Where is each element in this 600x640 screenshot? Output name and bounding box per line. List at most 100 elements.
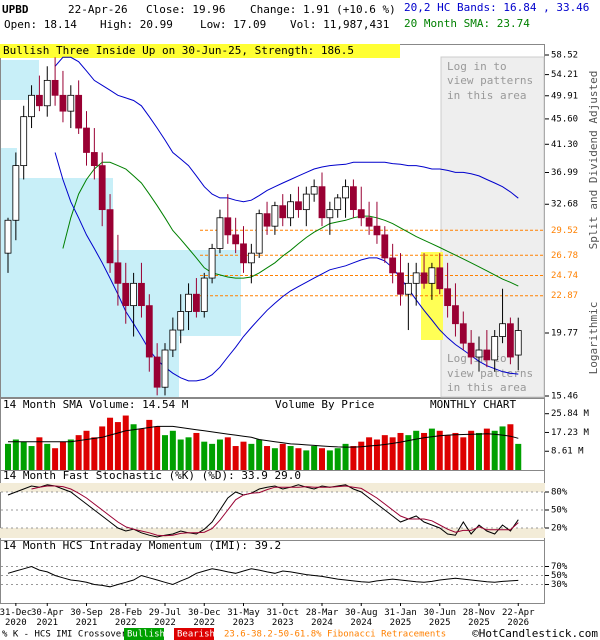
fib-label: 24.74 bbox=[551, 271, 578, 281]
volume-bar bbox=[91, 437, 98, 470]
volume-title: 14 Month SMA Volume: 14.54 M bbox=[3, 398, 189, 411]
x-tick-label: 28-Feb 2022 bbox=[109, 608, 142, 628]
y-tick-label: 36.99 bbox=[551, 168, 578, 178]
volume-bar bbox=[287, 446, 294, 470]
volume-bar bbox=[193, 432, 200, 470]
locked-note-top: Log in to view patterns in this area bbox=[447, 60, 533, 102]
candle-body bbox=[334, 197, 342, 211]
change: Change: 1.91 (+10.6 %) bbox=[250, 3, 396, 16]
volume-bar bbox=[334, 448, 341, 470]
candle-body bbox=[247, 252, 255, 264]
candle-body bbox=[12, 165, 20, 221]
x-tick-label: 30-Apr 2021 bbox=[31, 608, 64, 628]
candle-body bbox=[263, 213, 271, 227]
y-tick-label: 70% bbox=[551, 562, 568, 572]
scale-label: Logarithmic bbox=[587, 302, 600, 375]
y-tick-label: 45.60 bbox=[551, 114, 578, 124]
volume-bar bbox=[507, 424, 514, 470]
indicator-line bbox=[31, 485, 519, 537]
y-tick-label: 19.77 bbox=[551, 329, 578, 339]
x-tick-label: 31-Dec 2020 bbox=[0, 608, 32, 628]
pattern-highlight bbox=[1, 60, 39, 100]
fib-label: 26.78 bbox=[551, 251, 578, 261]
candle-body bbox=[59, 94, 67, 112]
x-tick-label: 31-May 2023 bbox=[227, 608, 260, 628]
candle-body bbox=[271, 205, 279, 227]
volume-bar bbox=[460, 437, 467, 470]
candle-body bbox=[295, 201, 302, 211]
volume-bar bbox=[366, 437, 373, 470]
x-tick-label: 29-Jul 2022 bbox=[149, 608, 182, 628]
volume-bar bbox=[279, 443, 286, 470]
locked-note-bottom: Log in to view patterns in this area bbox=[447, 352, 533, 394]
y-tick-label: 41.30 bbox=[551, 140, 578, 150]
volume-bar bbox=[83, 430, 90, 470]
stochastic-title: 14 Month Fast Stochastic (%K) (%D): 33.9… bbox=[3, 469, 301, 482]
candle-body bbox=[4, 219, 12, 254]
volume-bar bbox=[303, 450, 310, 470]
volume-bar bbox=[99, 426, 106, 470]
candle-body bbox=[177, 311, 185, 331]
candle-body bbox=[36, 94, 43, 107]
high: High: 20.99 bbox=[100, 18, 173, 31]
volume-bar bbox=[256, 439, 263, 470]
volume-bar bbox=[28, 446, 35, 470]
pattern-title-bg bbox=[0, 44, 400, 58]
crossover-label: % K - HCS IMI Crossover: bbox=[2, 630, 132, 640]
close: Close: 19.96 bbox=[146, 3, 225, 16]
candle-body bbox=[169, 329, 177, 351]
volume-bar bbox=[44, 443, 51, 470]
x-tick-label: 28-Mar 2024 bbox=[306, 608, 339, 628]
volume-sma bbox=[8, 425, 519, 448]
candle-body bbox=[318, 186, 326, 219]
candle-body bbox=[255, 213, 263, 254]
candle-body bbox=[51, 79, 59, 96]
locked-note: in this area bbox=[447, 381, 526, 394]
volume-bar bbox=[162, 435, 168, 470]
volume-bar bbox=[67, 439, 74, 470]
candle-body bbox=[381, 234, 389, 259]
candle-body bbox=[106, 209, 114, 264]
candle-body bbox=[43, 79, 51, 107]
candle-body bbox=[90, 152, 98, 167]
candle-body bbox=[467, 342, 475, 358]
fib-label: 22.87 bbox=[551, 291, 578, 301]
volume-bar bbox=[240, 441, 247, 470]
volume-bar bbox=[389, 437, 396, 470]
candle-body bbox=[130, 282, 138, 307]
candle-body bbox=[342, 186, 349, 199]
candle-body bbox=[397, 272, 404, 295]
volume-bar bbox=[36, 437, 43, 470]
x-tick-label: 30-Dec 2022 bbox=[188, 608, 221, 628]
volume-bar bbox=[483, 428, 490, 470]
candle-body bbox=[349, 186, 357, 211]
volume-bar bbox=[499, 426, 506, 470]
locked-note: view patterns bbox=[447, 367, 533, 380]
y-tick-label: 58.52 bbox=[551, 51, 578, 61]
candle-body bbox=[67, 94, 75, 112]
candle-body bbox=[499, 323, 506, 337]
x-tick-label: 28-Nov 2025 bbox=[463, 608, 496, 628]
candle-body bbox=[114, 262, 122, 284]
indicator-line bbox=[62, 161, 519, 287]
volume-bar bbox=[428, 428, 435, 470]
candle-body bbox=[75, 94, 83, 129]
volume-bar bbox=[130, 424, 137, 470]
volume-bar bbox=[75, 435, 82, 470]
volume-bar bbox=[381, 435, 388, 470]
volume-bar bbox=[122, 415, 129, 470]
volume-bar bbox=[138, 428, 145, 470]
volume-bar bbox=[107, 417, 114, 470]
volume-bar bbox=[452, 432, 459, 470]
volume-bar bbox=[177, 439, 184, 470]
y-tick-label: 54.21 bbox=[551, 70, 578, 80]
candle-body bbox=[138, 282, 145, 307]
indicator-line bbox=[54, 56, 519, 203]
volume-bar bbox=[342, 443, 349, 470]
candle-body bbox=[412, 272, 420, 284]
y-tick-label: 20% bbox=[551, 524, 568, 534]
x-tick-label: 31-Jan 2025 bbox=[384, 608, 417, 628]
bearish-label: Bearish bbox=[177, 630, 215, 640]
candle-body bbox=[122, 282, 130, 307]
